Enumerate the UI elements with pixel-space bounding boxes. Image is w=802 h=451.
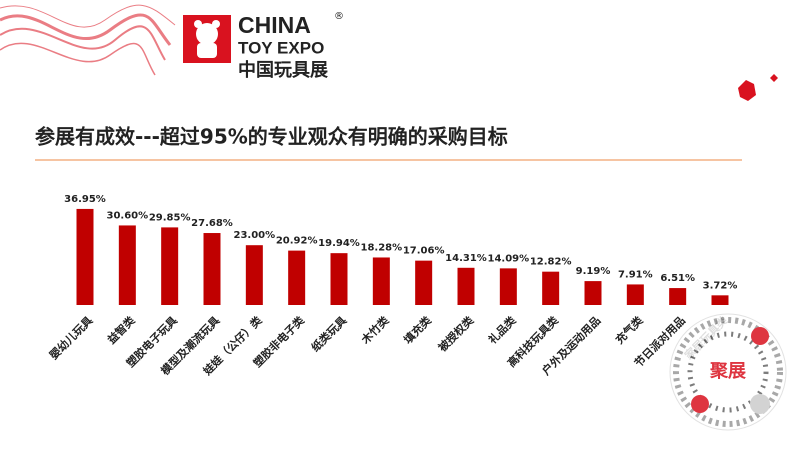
value-label: 14.31% [445,253,487,264]
x-tick-label: 礼品类 [485,313,519,347]
bar [669,288,687,305]
brand-mark: ® [334,11,344,22]
bar [372,257,390,305]
bar [76,208,94,305]
bar [542,271,560,305]
value-label: 30.60% [107,210,149,221]
value-label: 29.85% [149,212,191,223]
bar [415,260,433,305]
chart: 36.95%婴幼儿玩具30.60%益智类29.85%塑胶电子玩具27.68%模型… [46,194,737,378]
qr-badge: 聚展 [669,313,787,431]
x-tick-label: 充气类 [612,313,646,347]
value-label: 3.72% [703,280,738,291]
badge-text: 聚展 [709,361,747,382]
x-tick-label: 填充类 [401,313,435,347]
value-label: 7.91% [618,269,653,280]
x-tick-label: 被授权类 [435,313,477,355]
x-tick-label: 木竹类 [358,313,393,348]
value-label: 9.19% [576,266,611,277]
bar [288,250,306,305]
bar [203,233,221,305]
bar [118,225,136,305]
logo: CHINA ® TOY EXPO 中国玩具展 [183,11,344,81]
bar [499,268,517,305]
x-tick-label: 婴幼儿玩具 [46,313,95,362]
bar [584,281,602,305]
x-tick-label: 益智类 [104,313,138,347]
decor-hexagon [738,80,756,101]
brand-subname: TOY EXPO [238,38,324,57]
value-label: 6.51% [660,273,695,284]
decor-waves [0,4,176,76]
value-label: 12.82% [530,257,572,268]
value-label: 23.00% [234,230,276,241]
value-label: 20.92% [276,236,318,247]
bar [161,227,179,305]
brand-name: CHINA [238,12,311,38]
value-label: 27.68% [191,218,233,229]
brand-name-cn: 中国玩具展 [238,59,329,81]
value-label: 19.94% [318,238,360,249]
value-label: 36.95% [64,194,106,205]
x-tick-label: 纸类玩具 [308,313,349,354]
chart-title: 参展有成效---超过95%的专业观众有明确的采购目标 [35,125,508,149]
bar [626,284,644,305]
bar [711,295,729,305]
decor-dot [770,74,778,82]
value-label: 18.28% [361,242,403,253]
bar [457,267,475,305]
bar [330,253,348,305]
bar [245,245,263,305]
value-label: 17.06% [403,246,445,257]
value-label: 14.09% [488,253,530,264]
